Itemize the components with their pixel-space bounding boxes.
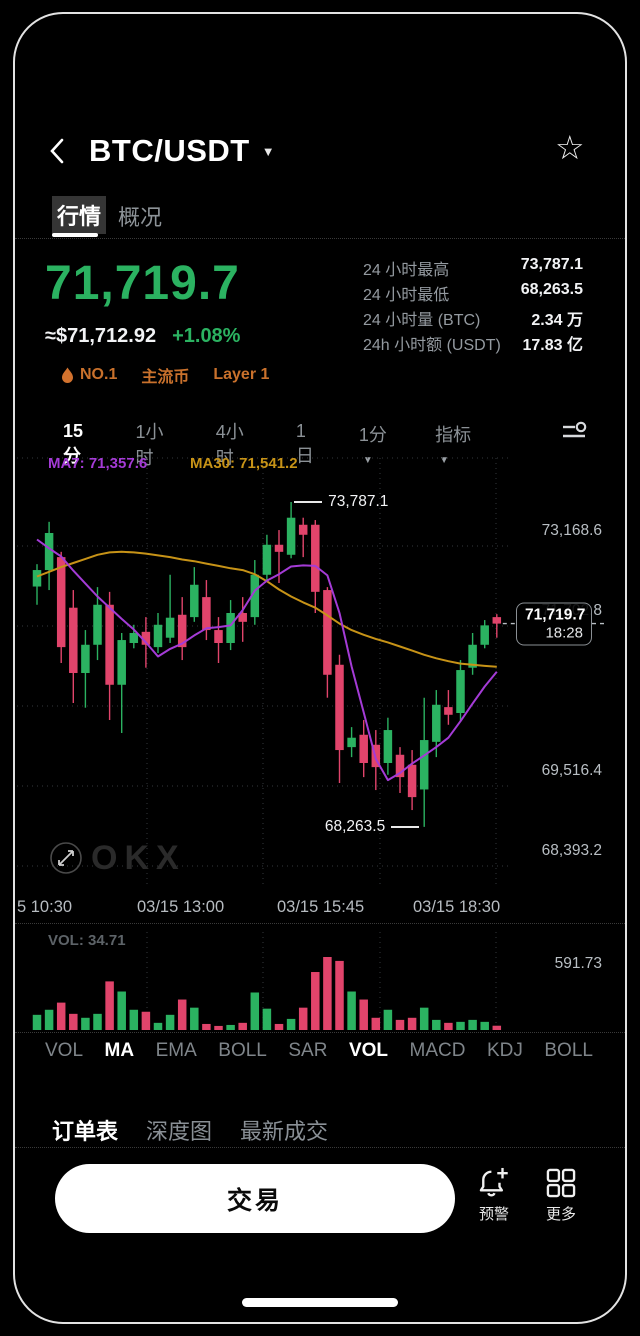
timeframe-4h[interactable]: 4小时 — [215, 422, 244, 468]
phone-frame: BTC/USDT ▼ ☆ 行情 概况 71,719.7 ≈$71,712.92 … — [13, 12, 627, 1324]
high-annotation: 73,787.1 — [294, 493, 388, 511]
y-axis-label: 68,393.2 — [541, 842, 602, 859]
grid-icon — [546, 1168, 576, 1198]
volume-label: VOL: 34.71 — [48, 932, 126, 949]
chevron-down-icon: ▼ — [439, 454, 449, 466]
volume-chart[interactable]: VOL: 34.71 591.73 — [15, 930, 623, 1032]
tab-order-book[interactable]: 订单表 — [52, 1119, 119, 1144]
indicator-tab-sar[interactable]: SAR — [288, 1040, 328, 1061]
tab-overview[interactable]: 概况 — [118, 205, 163, 230]
stat-row: 24h 小时额 (USDT) 17.83 亿 — [363, 337, 583, 354]
x-axis-label: 03/15 18:30 — [413, 898, 501, 916]
x-axis-label: 03/15 15:45 — [277, 898, 365, 916]
stat-row: 24 小时最高 73,787.1 — [363, 256, 583, 279]
indicator-tab-vol-sub[interactable]: VOL — [348, 1040, 389, 1061]
ma30-legend: MA30: 71,541.2 — [190, 455, 298, 472]
app-screen: BTC/USDT ▼ ☆ 行情 概况 71,719.7 ≈$71,712.92 … — [15, 14, 625, 1322]
last-price: 71,719.7 — [45, 257, 240, 310]
page-title: BTC/USDT — [89, 133, 250, 168]
divider — [15, 238, 625, 239]
indicator-settings-icon[interactable] — [560, 420, 588, 447]
ma7-legend: MA7: 71,357.6 — [48, 455, 148, 472]
annotation-tick — [391, 825, 420, 828]
tab-market[interactable]: 行情 — [52, 196, 107, 234]
candle-plot: OKX — [17, 457, 605, 887]
divider — [15, 923, 625, 924]
home-indicator — [242, 1298, 398, 1307]
rank-badge[interactable]: NO.1 — [61, 366, 117, 384]
price-usd-approx: ≈$71,712.92 — [45, 325, 157, 347]
indicator-tab-boll-sub[interactable]: BOLL — [544, 1040, 593, 1061]
timeframe-dropdown[interactable]: 1分▼ — [358, 424, 387, 466]
low-annotation: 68,263.5 — [325, 818, 420, 836]
indicator-dropdown[interactable]: 指标▼ — [435, 424, 472, 466]
timeframe-15m[interactable]: 15分 — [63, 420, 84, 466]
volume-plot — [32, 932, 502, 1030]
layer-badge[interactable]: Layer 1 — [213, 366, 270, 383]
candlestick-chart[interactable]: OKX MA7: 71,357.6 MA30: 71,541.2 73,168.… — [15, 455, 623, 890]
tab-latest-trades[interactable]: 最新成交 — [240, 1119, 329, 1144]
x-axis-label: 03/15 13:00 — [137, 898, 225, 916]
indicator-tab-macd[interactable]: MACD — [409, 1040, 466, 1061]
chevron-down-icon: ▼ — [362, 454, 373, 466]
x-axis-label: 5 10:30 — [17, 898, 73, 916]
active-tab-underline — [52, 233, 98, 237]
pair-selector[interactable]: BTC/USDT ▼ — [89, 133, 275, 169]
divider — [15, 1032, 625, 1033]
indicator-tab-kdj[interactable]: KDJ — [486, 1040, 523, 1061]
trade-button[interactable]: 交易 — [55, 1164, 455, 1233]
y-axis-label: 73,168.6 — [541, 522, 602, 539]
timeframe-1d[interactable]: 1日 — [295, 420, 314, 466]
bell-plus-icon — [479, 1167, 508, 1197]
last-price-tag: 71,719.7 18:28 — [516, 602, 592, 646]
flame-icon — [62, 367, 73, 383]
okx-watermark: OKX — [91, 839, 186, 877]
stat-row: 24 小时量 (BTC) 2.34 万 — [363, 312, 583, 329]
volume-axis-label: 591.73 — [554, 955, 602, 972]
chevron-down-icon: ▼ — [261, 143, 275, 159]
indicator-tab-boll[interactable]: BOLL — [218, 1040, 267, 1061]
more-button[interactable]: 更多 — [544, 1166, 578, 1224]
stat-row: 24 小时最低 68,263.5 — [363, 281, 583, 304]
y-axis-label: 69,516.4 — [541, 762, 602, 779]
indicator-tab-ma[interactable]: MA — [104, 1040, 135, 1061]
annotation-tick — [294, 500, 323, 503]
timeframe-1h[interactable]: 1小时 — [135, 422, 164, 468]
divider — [15, 1147, 625, 1148]
tab-depth-chart[interactable]: 深度图 — [146, 1119, 213, 1144]
favorite-star-icon[interactable]: ☆ — [555, 129, 585, 166]
alert-button[interactable]: 预警 — [477, 1166, 511, 1224]
indicator-tab-vol-main[interactable]: VOL — [45, 1040, 84, 1061]
back-button[interactable] — [46, 135, 70, 172]
change-percent: +1.08% — [172, 325, 241, 347]
indicator-tab-ema[interactable]: EMA — [155, 1040, 197, 1061]
category-badge[interactable]: 主流币 — [141, 369, 190, 386]
